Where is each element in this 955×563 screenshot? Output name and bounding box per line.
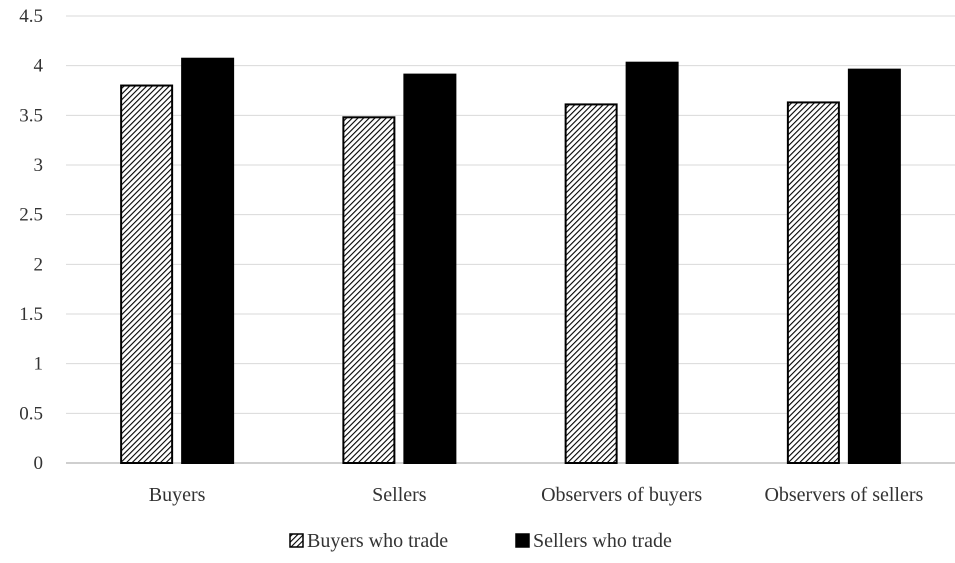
legend-label: Buyers who trade — [307, 530, 448, 552]
x-axis: Buyers Sellers Observers of buyers Observer… — [149, 484, 924, 506]
x-tick-label: Sellers — [372, 484, 427, 506]
legend-label: Sellers who trade — [533, 530, 672, 552]
x-tick-label: Observers of buyers — [541, 484, 702, 506]
bar-sellers-who-trade — [181, 57, 235, 464]
y-tick-label: 1 — [34, 354, 44, 375]
y-tick-label: 0 — [34, 453, 44, 474]
bar-buyers-who-trade — [786, 101, 840, 464]
bars — [120, 57, 901, 465]
y-tick-label: 1.5 — [19, 304, 43, 325]
legend-swatch — [289, 533, 304, 548]
bar-buyers-who-trade — [342, 116, 396, 464]
x-tick-label: Buyers — [149, 484, 206, 506]
y-tick-label: 2.5 — [19, 205, 43, 226]
legend-swatch — [515, 533, 530, 548]
bar-sellers-who-trade — [625, 61, 679, 464]
y-tick-label: 0.5 — [19, 403, 43, 424]
bar-sellers-who-trade — [847, 68, 901, 464]
y-tick-label: 3.5 — [19, 105, 43, 126]
bar-buyers-who-trade — [564, 103, 618, 464]
y-axis: 0 0.5 1 1.5 2 2.5 3 3.5 4 4.5 — [19, 6, 43, 474]
y-tick-label: 2 — [34, 254, 44, 275]
bar-buyers-who-trade — [120, 84, 174, 465]
y-tick-label: 4.5 — [19, 6, 43, 27]
y-tick-label: 4 — [34, 56, 44, 77]
y-tick-label: 3 — [34, 155, 44, 176]
bar-sellers-who-trade — [403, 73, 457, 465]
legend: Buyers who trade Sellers who trade — [289, 530, 672, 552]
x-tick-label: Observers of sellers — [764, 484, 923, 506]
